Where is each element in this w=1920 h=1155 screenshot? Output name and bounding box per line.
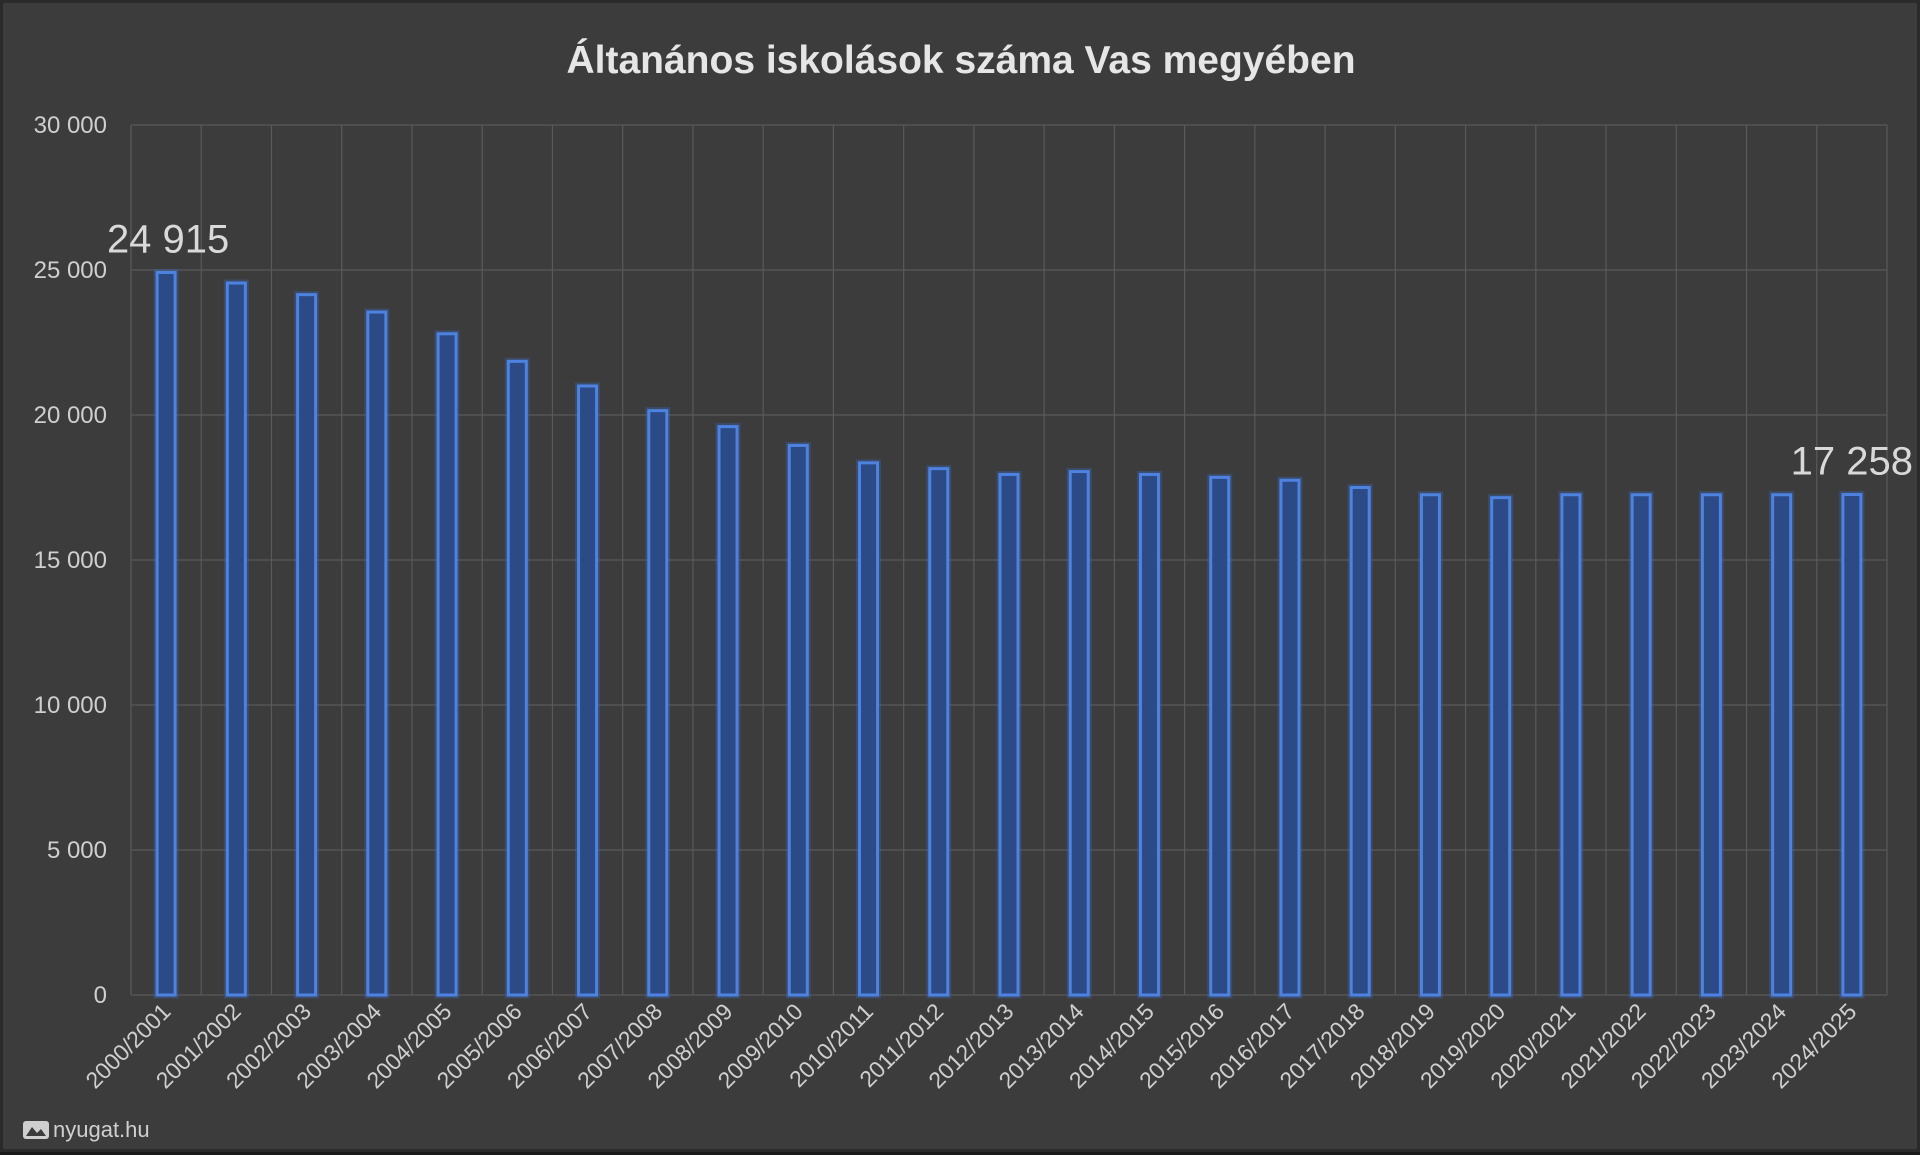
bar bbox=[1068, 470, 1090, 997]
bar bbox=[436, 332, 458, 997]
data-label: 24 915 bbox=[107, 217, 229, 261]
y-tick-label: 15 000 bbox=[34, 547, 107, 574]
watermark: nyugat.hu bbox=[23, 1117, 150, 1142]
bar bbox=[858, 461, 880, 997]
bar bbox=[928, 467, 950, 997]
y-tick-label: 30 000 bbox=[34, 112, 107, 139]
bar bbox=[1419, 493, 1441, 997]
bar bbox=[155, 270, 177, 997]
y-axis-ticks: 0 5 000 10 000 15 000 20 000 25 000 30 000 bbox=[34, 112, 107, 1009]
data-labels: 24 915 17 258 bbox=[107, 217, 1913, 483]
bar bbox=[717, 425, 739, 997]
bar bbox=[1349, 486, 1371, 997]
bar bbox=[366, 310, 388, 997]
nyugat-logo-icon bbox=[23, 1121, 49, 1139]
bar bbox=[1841, 493, 1863, 997]
y-tick-label: 25 000 bbox=[34, 257, 107, 284]
bar bbox=[1490, 496, 1512, 997]
bar bbox=[296, 293, 318, 997]
bar bbox=[1138, 472, 1160, 997]
bar bbox=[225, 281, 247, 997]
chart-title: Áltanános iskolások száma Vas megyében bbox=[566, 38, 1355, 82]
watermark-text: nyugat.hu bbox=[53, 1117, 150, 1142]
y-tick-label: 10 000 bbox=[34, 692, 107, 719]
y-tick-label: 5 000 bbox=[47, 837, 107, 864]
bars bbox=[153, 268, 1865, 999]
bar bbox=[577, 384, 599, 997]
x-axis-ticks: 2000/20012001/20022002/20032003/20042004… bbox=[80, 998, 1861, 1093]
gridlines bbox=[130, 124, 1888, 996]
bar bbox=[787, 443, 809, 997]
bar bbox=[647, 409, 669, 997]
bar bbox=[1209, 475, 1231, 997]
y-tick-label: 20 000 bbox=[34, 402, 107, 429]
bar bbox=[1279, 478, 1301, 997]
bar bbox=[506, 359, 528, 997]
bar-chart: Áltanános iskolások száma Vas megyében 0… bbox=[23, 38, 1913, 1142]
bar bbox=[1560, 493, 1582, 997]
bar bbox=[998, 472, 1020, 997]
data-label: 17 258 bbox=[1791, 440, 1913, 484]
y-tick-label: 0 bbox=[94, 982, 107, 1009]
bar bbox=[1700, 493, 1722, 997]
bar bbox=[1771, 493, 1793, 997]
bar bbox=[1630, 493, 1652, 997]
